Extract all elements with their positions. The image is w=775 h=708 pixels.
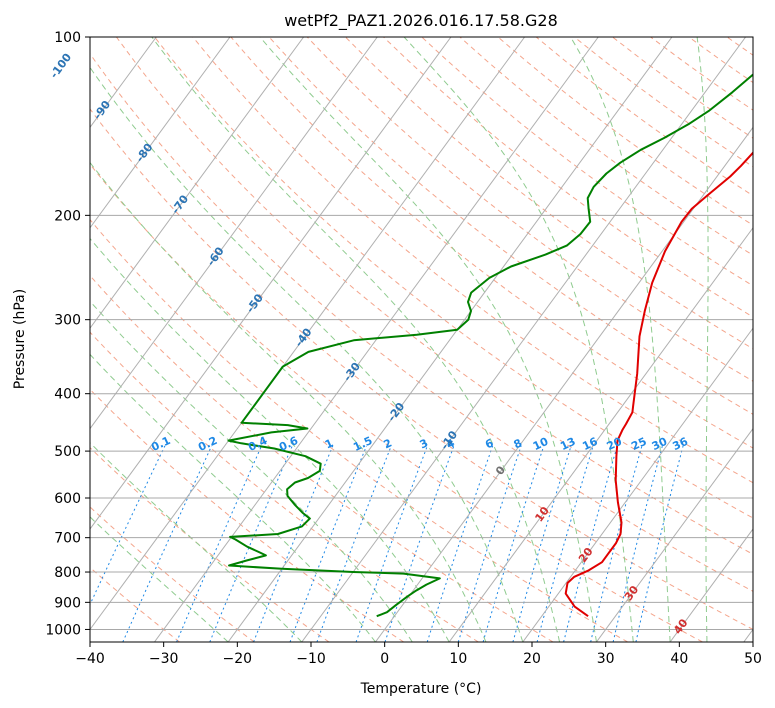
x-tick-label: −30 [149,651,179,667]
x-tick-label: −20 [223,651,253,667]
dry-adiabat [90,108,753,630]
dry-adiabat [90,388,404,642]
y-tick-label: 1000 [45,622,81,638]
isotherm [522,327,753,642]
dewpoint-line [227,73,753,618]
mixing-ratio-line [612,445,663,642]
mixing-ratio-label: 25 [629,435,648,453]
dry-adiabat [90,218,629,642]
x-tick-label: 0 [380,651,389,667]
mixing-ratio-label: 20 [605,435,625,453]
moist-adiabat [90,300,413,642]
isotherm [448,226,753,642]
isotherm [669,528,753,642]
mixing-ratio-label: 13 [558,435,577,453]
dry-adiabat [90,52,753,592]
isotherm [227,37,673,642]
moist-adiabat [151,37,561,642]
plot-frame [89,36,754,643]
mixing-ratio-line [355,445,428,642]
moist-adiabat [696,37,709,642]
y-axis-title: Pressure (hPa) [12,289,28,389]
isotherm [301,37,747,642]
moist-adiabat [90,161,487,642]
chart-title: wetPf2_PAZ1.2026.016.17.58.G28 [284,11,558,31]
dry-adiabat [90,163,703,642]
mixing-ratio-label: 36 [671,435,691,453]
mixing-ratio-line [590,445,643,642]
isotherm [90,37,305,330]
x-tick-label: −10 [296,651,326,667]
moist-adiabat [570,37,671,642]
isotherm [90,37,526,631]
y-tick-label: 600 [54,491,81,507]
x-tick-label: 20 [523,651,541,667]
moist-adiabat [90,237,450,642]
isotherm [90,37,378,430]
y-tick-label: 900 [54,595,81,611]
y-tick-label: 400 [54,387,81,403]
y-tick-label: 100 [54,30,81,46]
mixing-ratio-line [289,445,367,642]
y-axis: 100 200 300 400 500 600 700 800 900 1000 [45,30,90,638]
x-tick-label: 30 [597,651,615,667]
mixing-ratio-line [90,445,166,606]
mixing-ratio-line [426,445,494,642]
mixing-ratio-label: 30 [650,435,670,453]
moist-adiabat [90,66,524,642]
x-tick-label: −40 [75,651,105,667]
x-tick-label: 50 [744,651,762,667]
moist-adiabat [90,353,376,642]
dry-adiabat [306,37,753,382]
y-tick-label: 200 [54,208,81,224]
dry-adiabat [90,566,180,642]
isotherm [90,37,231,229]
y-tick-label: 300 [54,313,81,329]
x-tick-label: 10 [449,651,467,667]
mixing-ratio-line [176,445,262,642]
mixing-ratio-line [457,445,522,642]
mixing-ratio-line [635,445,684,642]
moist-adiabat [259,37,597,642]
y-tick-label: 700 [54,531,81,547]
dry-adiabat [230,37,753,449]
isotherm [596,427,753,642]
mixing-ratio-line [122,445,213,642]
mixing-ratio-label: 16 [580,435,600,453]
y-tick-label: 800 [54,565,81,581]
dry-adiabat [383,37,753,318]
isotherm [90,37,452,530]
dry-adiabat [421,37,753,287]
mixing-ratio-line [253,445,334,642]
mixing-ratio-label: 10 [531,435,551,453]
isotherm [375,126,753,642]
dry-adiabat [90,274,554,642]
x-tick-label: 40 [670,651,688,667]
mixing-ratio-line [563,445,618,642]
temperature-line [564,151,753,618]
y-tick-label: 500 [54,444,81,460]
mixing-ratio-line [316,445,392,642]
x-axis: −40 −30 −20 −10 0 10 20 30 40 50 [75,642,762,667]
x-axis-title: Temperature (°C) [360,681,482,697]
isotherm [154,37,599,642]
